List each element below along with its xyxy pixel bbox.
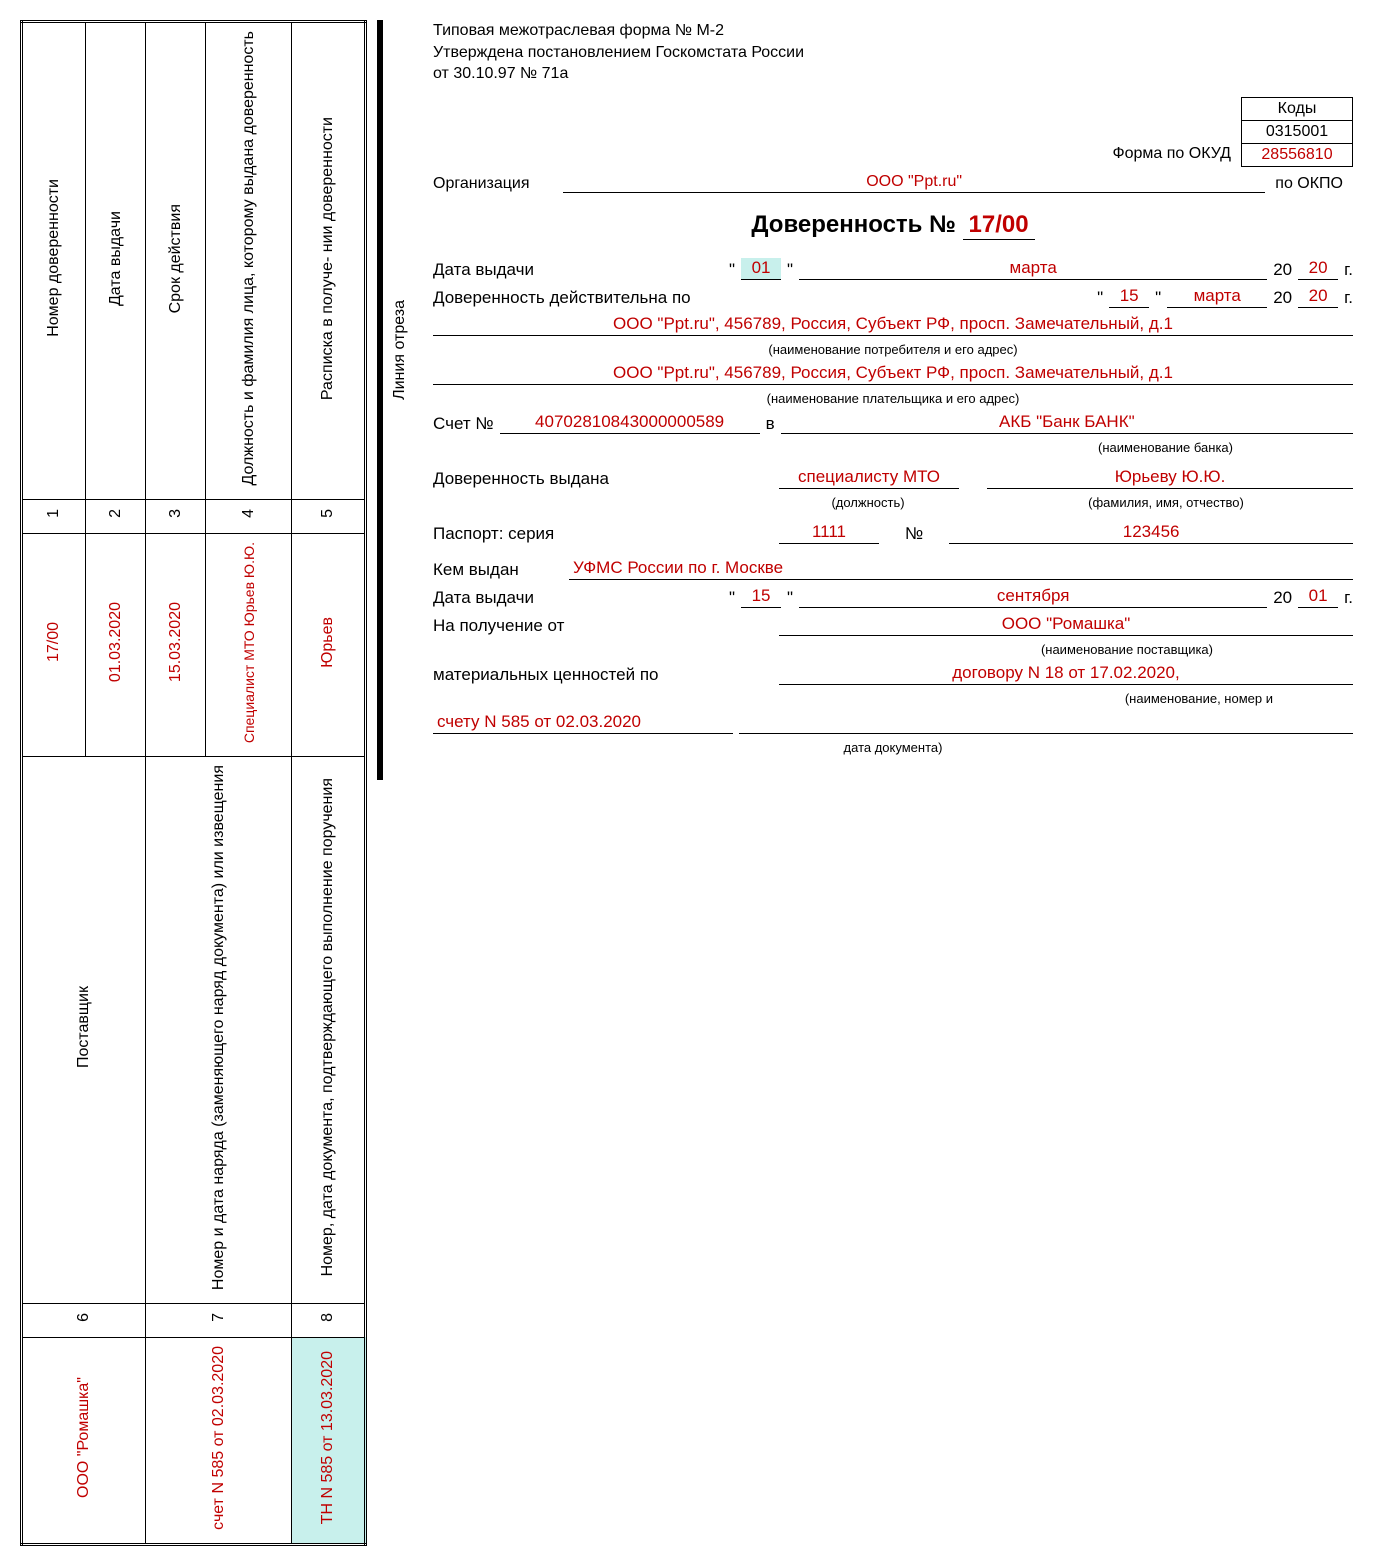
- consumer-note: (наименование потребителя и его адрес): [433, 342, 1353, 357]
- pdate-year: 01: [1298, 586, 1338, 608]
- stub2-h3: Номер, дата документа, подтверждающего в…: [315, 770, 341, 1284]
- okpo-value: 28556810: [1242, 144, 1352, 166]
- hdr-l1: Типовая межотраслевая форма № М-2: [433, 20, 1353, 42]
- cut-label: Линия отреза: [391, 300, 409, 400]
- stub-n1: 1: [41, 501, 67, 526]
- consumer-value: ООО "Ppt.ru", 456789, Россия, Субъект РФ…: [433, 314, 1353, 336]
- payer-value: ООО "Ppt.ru", 456789, Россия, Субъект РФ…: [433, 363, 1353, 385]
- stub2-v1: ООО "Ромашка": [71, 1369, 97, 1506]
- org-label: Организация: [433, 175, 563, 193]
- stub2-h2: Номер и дата наряда (заменяющего наряд д…: [206, 757, 232, 1298]
- pdate-label: Дата выдачи: [433, 588, 723, 608]
- ys: г.: [1344, 260, 1353, 280]
- valid-year: 20: [1298, 286, 1338, 308]
- valid-day: 15: [1109, 286, 1149, 308]
- from-note: (наименование поставщика): [433, 642, 1353, 657]
- hdr-l2: Утверждена постановлением Госкомстата Ро…: [433, 42, 1353, 64]
- stub-h4: Должность и фамилия лица, которому выдан…: [236, 23, 262, 494]
- stub2-v2: счет N 585 от 02.03.2020: [206, 1338, 232, 1538]
- valid-label: Доверенность действительна по: [433, 288, 691, 308]
- stub-n3: 3: [163, 501, 189, 526]
- name-note: (фамилия, имя, отчество): [979, 495, 1353, 510]
- passport-num-label: №: [885, 524, 943, 544]
- docs-label: материальных ценностей по: [433, 665, 773, 685]
- issue-month: марта: [799, 258, 1267, 280]
- from-label: На получение от: [433, 616, 773, 636]
- doc-number: 17/00: [963, 211, 1035, 240]
- stub-n5: 5: [315, 501, 341, 526]
- org-value: ООО "Ppt.ru": [563, 173, 1265, 193]
- kem-label: Кем выдан: [433, 560, 563, 580]
- stub-v4: Специалист МТО Юрьев Ю.Ю.: [237, 534, 261, 751]
- position-note: (должность): [773, 495, 963, 510]
- stub-h1: Номер доверенности: [41, 171, 67, 345]
- pdate-month: сентября: [799, 586, 1267, 608]
- passport-num: 123456: [949, 522, 1353, 544]
- bank-note: (наименование банка): [433, 440, 1353, 455]
- account-num: 40702810843000000589: [500, 412, 760, 434]
- cut-line: Линия отреза: [377, 20, 383, 780]
- okud-label: Форма по ОКУД: [1112, 141, 1231, 167]
- doc-title: Доверенность № 17/00: [433, 211, 1353, 240]
- stub-n2: 2: [103, 501, 129, 526]
- stub-n4: 4: [236, 501, 262, 526]
- stub-h3: Срок действия: [163, 196, 189, 321]
- codes-box: Коды 0315001 28556810: [1241, 97, 1353, 167]
- stub2-n2: 7: [206, 1305, 232, 1330]
- issue-day: 01: [741, 258, 781, 280]
- stub2-v3: ТН N 585 от 13.03.2020: [315, 1343, 341, 1532]
- docs-note2: дата документа): [433, 740, 1353, 755]
- stub-h5: Расписка в получе- нии доверенности: [315, 109, 341, 408]
- stub2-n1: 6: [71, 1305, 97, 1330]
- issue-label: Дата выдачи: [433, 260, 723, 280]
- issued-label: Доверенность выдана: [433, 469, 773, 489]
- account-label: Счет №: [433, 414, 494, 434]
- yp: 20: [1273, 260, 1292, 280]
- okpo-label: по ОКПО: [1265, 175, 1353, 193]
- issue-year: 20: [1298, 258, 1338, 280]
- stub2-h1: Поставщик: [71, 978, 97, 1076]
- stub2-n3: 8: [315, 1305, 341, 1330]
- stub-v5: Юрьев: [315, 609, 341, 676]
- issued-name: Юрьеву Ю.Ю.: [987, 467, 1353, 489]
- issued-position: специалисту МТО: [779, 467, 959, 489]
- title-text: Доверенность №: [751, 211, 955, 238]
- valid-month: марта: [1167, 286, 1267, 308]
- passport-series: 1111: [779, 522, 879, 544]
- account-in: в: [766, 414, 775, 434]
- docs-value: договору N 18 от 17.02.2020,: [779, 663, 1353, 685]
- form-header: Типовая межотраслевая форма № М-2 Утверж…: [433, 20, 1353, 85]
- codes-title: Коды: [1242, 98, 1352, 121]
- docs-value2: счету N 585 от 02.03.2020: [433, 712, 733, 734]
- kem-value: УФМС России по г. Москве: [569, 558, 1353, 580]
- stub-v2: 01.03.2020: [103, 594, 129, 690]
- stub-v3: 15.03.2020: [163, 594, 189, 690]
- from-value: ООО "Ромашка": [779, 614, 1353, 636]
- bank-name: АКБ "Банк БАНК": [781, 412, 1353, 434]
- docs-note: (наименование, номер и: [433, 691, 1353, 706]
- payer-note: (наименование плательщика и его адрес): [433, 391, 1353, 406]
- hdr-l3: от 30.10.97 № 71а: [433, 63, 1353, 85]
- passport-label: Паспорт: серия: [433, 524, 773, 544]
- okud-value: 0315001: [1242, 121, 1352, 144]
- stub-v1: 17/00: [41, 614, 67, 670]
- stub-h2: Дата выдачи: [103, 203, 129, 314]
- pdate-day: 15: [741, 586, 781, 608]
- stub-table: Номер доверенности Дата выдачи Срок дейс…: [20, 20, 367, 1546]
